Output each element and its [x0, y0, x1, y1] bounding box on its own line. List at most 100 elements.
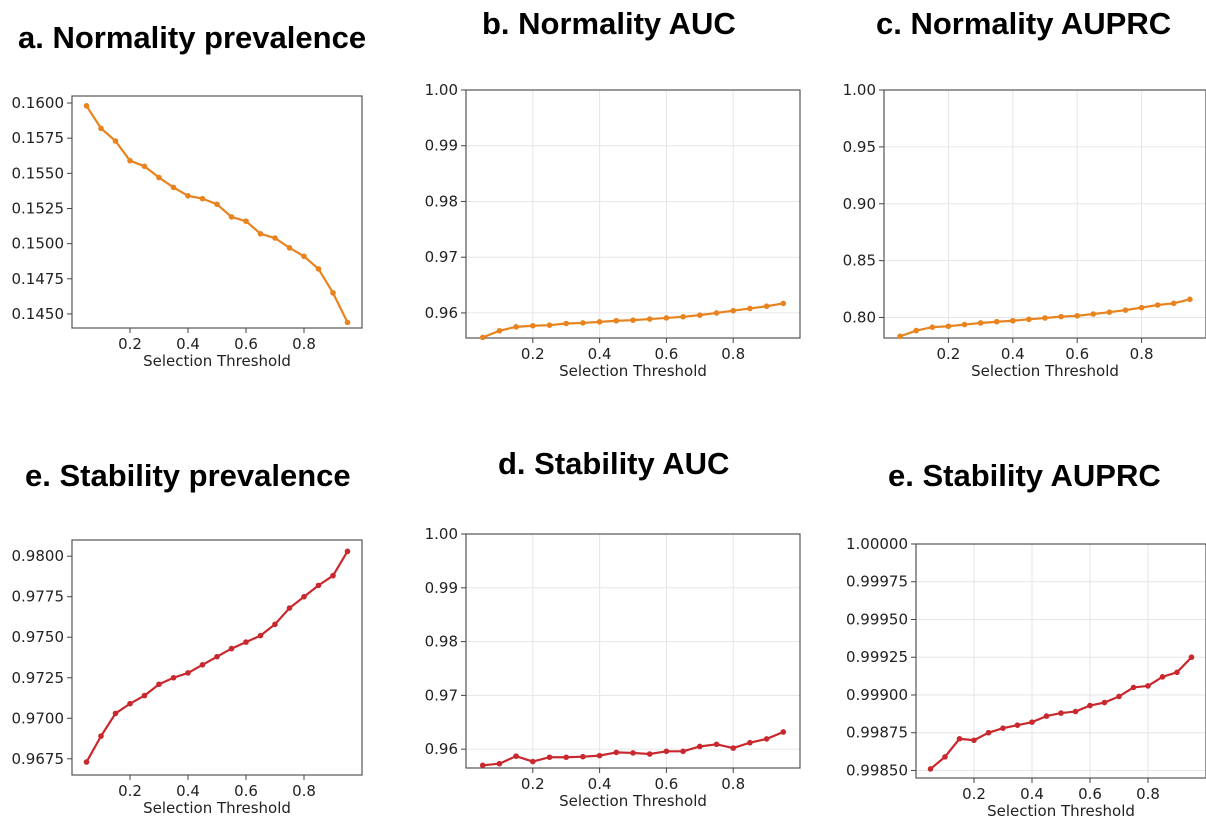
plot-frame	[71, 539, 363, 776]
chart-stability-auc: 0.2 0.4 0.6 0.8 0.96 0.97 0.98 0.99 1.00 Selectio…	[425, 525, 801, 810]
y-tick-label: 0.1475	[12, 270, 65, 288]
x-tick-label: 0.8	[292, 782, 316, 800]
data-point	[214, 653, 220, 660]
data-point	[563, 320, 569, 327]
data-point	[530, 758, 536, 765]
x-tick-label: 0.2	[962, 785, 986, 803]
data-point	[1188, 654, 1195, 661]
data-point	[1101, 699, 1108, 706]
y-tick-label: 0.99950	[846, 610, 908, 628]
data-point	[1029, 719, 1035, 725]
data-point	[1042, 315, 1048, 321]
data-point	[1010, 317, 1016, 324]
data-point	[697, 312, 703, 318]
x-tick-label: 0.6	[1078, 785, 1102, 803]
data-point	[913, 327, 919, 334]
y-tick-label: 0.9700	[12, 709, 65, 727]
x-tick-label: 0.4	[176, 782, 200, 800]
panel-title-b: b. Normality AUC	[482, 6, 736, 41]
data-point	[98, 733, 104, 739]
data-point	[530, 322, 536, 329]
data-point	[1187, 296, 1193, 303]
data-point	[596, 752, 603, 759]
data-point	[257, 632, 264, 639]
data-point	[243, 218, 249, 224]
x-tick-label: 0.6	[654, 775, 678, 793]
chart-normality-auc: 0.2 0.4 0.6 0.8 0.96 0.97 0.98 0.99 1.00 Selectio…	[425, 81, 801, 380]
data-point	[272, 235, 278, 241]
data-point	[127, 157, 133, 164]
y-tick-label: 1.00	[425, 525, 458, 543]
y-tick-label: 0.90	[843, 195, 876, 213]
y-tick-label: 1.00	[843, 81, 876, 99]
data-point	[156, 681, 162, 688]
y-tick-label: 0.99850	[846, 761, 908, 779]
data-point	[170, 184, 177, 191]
data-point	[301, 253, 307, 260]
data-point	[496, 327, 503, 334]
x-tick-label: 0.2	[936, 345, 960, 363]
data-point	[713, 310, 720, 316]
data-point	[1072, 708, 1079, 715]
data-point	[286, 605, 293, 611]
data-point	[730, 745, 736, 751]
data-point	[1090, 311, 1097, 317]
data-point	[961, 321, 968, 328]
data-point	[315, 266, 322, 272]
data-point	[1087, 702, 1093, 709]
data-point	[1058, 710, 1064, 716]
y-tick-label: 0.99975	[846, 573, 908, 591]
x-tick-label: 0.6	[234, 782, 258, 800]
data-point	[680, 314, 686, 320]
panel-title-d: d. Stability AUC	[498, 446, 730, 481]
chart-normality-auprc: 0.2 0.4 0.6 0.8 0.80 0.85 0.90 0.95 1.00 Selectio…	[843, 81, 1206, 380]
chart-stability-prevalence: 0.2 0.4 0.6 0.8 0.9675 0.9700 0.9725 0.9750 0.97…	[12, 539, 363, 817]
x-tick-label: 0.2	[521, 345, 545, 363]
data-point	[301, 593, 307, 600]
y-tick-label: 0.97	[425, 686, 458, 704]
chart-stability-auprc: 0.2 0.4 0.6 0.8 0.99850 0.99875 0.99900 0.99925…	[846, 535, 1206, 818]
y-tick-label: 0.98	[425, 192, 458, 210]
data-point	[83, 103, 90, 109]
data-point	[1154, 302, 1161, 308]
x-axis-label: Selection Threshold	[987, 802, 1135, 818]
data-point	[344, 319, 351, 326]
y-tick-label: 0.1575	[12, 129, 65, 147]
x-axis-label: Selection Threshold	[971, 362, 1119, 380]
data-point	[1130, 684, 1137, 691]
data-point	[780, 729, 787, 735]
y-tick-label: 0.1525	[12, 199, 65, 217]
y-tick-label: 0.97	[425, 248, 458, 266]
data-point	[630, 750, 636, 756]
data-point	[479, 334, 486, 341]
data-point	[243, 639, 249, 645]
data-point	[330, 572, 336, 579]
data-point	[127, 700, 133, 707]
panel-title-a: a. Normality prevalence	[18, 20, 367, 55]
x-tick-label: 0.2	[118, 335, 142, 353]
x-tick-label: 0.2	[118, 782, 142, 800]
data-point	[945, 323, 952, 330]
x-tick-label: 0.6	[654, 345, 678, 363]
data-point	[199, 661, 206, 668]
data-point	[780, 300, 787, 307]
data-point	[630, 317, 636, 323]
data-point	[1116, 693, 1122, 700]
y-tick-label: 1.00	[425, 81, 458, 99]
data-point	[98, 125, 104, 132]
y-tick-label: 0.99875	[846, 724, 908, 742]
panel-title-c: c. Normality AUPRC	[876, 6, 1172, 41]
y-tick-label: 0.98	[425, 633, 458, 651]
data-point	[1122, 307, 1129, 313]
plot-frame	[465, 533, 801, 769]
data-point	[112, 710, 119, 717]
data-point	[315, 582, 322, 589]
data-point	[1138, 304, 1145, 311]
data-point	[1159, 674, 1166, 680]
data-point	[1171, 300, 1177, 307]
data-point	[747, 305, 753, 312]
data-point	[747, 739, 753, 746]
data-point	[513, 753, 519, 759]
data-point	[330, 290, 336, 296]
data-point	[228, 645, 235, 652]
